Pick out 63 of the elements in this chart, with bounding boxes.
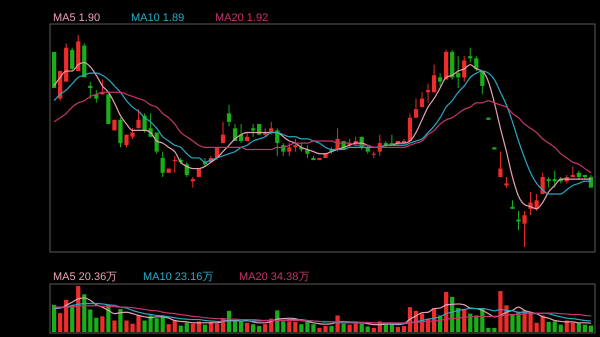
bar (112, 320, 117, 332)
bar (130, 324, 135, 332)
candlestick (172, 155, 177, 174)
candlestick (293, 138, 298, 152)
bar (492, 328, 496, 332)
candlestick (118, 117, 123, 148)
candlestick (287, 142, 292, 156)
bar (317, 328, 322, 332)
bar (76, 286, 80, 332)
bar (396, 326, 400, 332)
candlestick (220, 121, 226, 144)
bar (462, 309, 466, 332)
bar (402, 326, 406, 332)
text: MA10 1.89 (131, 12, 184, 24)
candlestick (498, 151, 503, 178)
bar (323, 326, 328, 332)
candlestick (468, 47, 472, 64)
bar (100, 316, 104, 332)
bar (534, 322, 539, 332)
bar (444, 292, 448, 332)
bar (124, 320, 129, 332)
bar (510, 314, 515, 332)
candlestick (130, 128, 135, 140)
bar (329, 326, 334, 332)
bar (528, 313, 533, 332)
candlestick (408, 112, 412, 142)
candlestick (160, 151, 165, 178)
candlestick (414, 98, 418, 118)
bar (245, 322, 250, 332)
candlestick (88, 81, 92, 100)
bar (214, 324, 220, 332)
bar (52, 304, 56, 332)
candlestick (462, 56, 466, 82)
bar (540, 315, 545, 332)
bar (299, 324, 304, 332)
text: MA5 1.90 (53, 12, 100, 24)
text: MA20 1.92 (215, 12, 268, 24)
text: MA10 23.16万 (143, 271, 214, 283)
candlestick (474, 56, 478, 72)
bar (70, 305, 74, 332)
candlestick (522, 210, 527, 248)
candlestick (190, 176, 195, 188)
candlestick (70, 47, 74, 72)
bar (136, 315, 141, 332)
bar (202, 324, 207, 332)
candlestick (136, 108, 141, 129)
candlestick (275, 128, 280, 156)
bar (118, 309, 123, 332)
bar (238, 321, 244, 332)
candlestick (480, 70, 484, 95)
candlestick (124, 134, 129, 148)
bar (142, 320, 147, 332)
candlestick (432, 64, 436, 93)
candlestick (378, 134, 382, 156)
candlestick (420, 92, 424, 108)
candlestick (154, 132, 159, 154)
series-label: MA5 20.36万 (53, 271, 118, 283)
bar (342, 324, 346, 332)
bar (305, 322, 310, 332)
bar (311, 324, 316, 332)
candlestick (226, 104, 232, 127)
bar (588, 326, 593, 332)
text: MA20 34.38万 (239, 271, 310, 283)
